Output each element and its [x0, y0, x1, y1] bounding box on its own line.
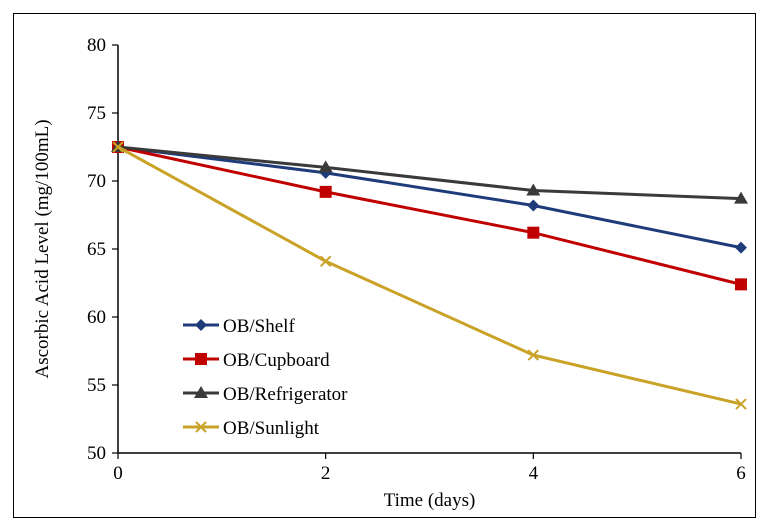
x-tick-label: 0 [113, 463, 123, 484]
legend: OB/Shelf OB/Cupboard OB/Refrigerator OB/Sun… [183, 316, 348, 439]
x-tick-label: 6 [736, 463, 746, 484]
data-point [112, 141, 124, 153]
legend-marker [195, 353, 207, 365]
series-line [117, 145, 742, 201]
data-point [527, 199, 540, 212]
x-tick-label: 2 [321, 463, 331, 484]
legend-label: OB/Sunlight [223, 418, 320, 439]
data-point [319, 255, 332, 267]
data-point [526, 183, 541, 196]
legend-item: OB/Sunlight [183, 418, 320, 439]
legend-marker [195, 319, 207, 331]
y-tick-label: 55 [87, 375, 106, 396]
y-tick-label: 65 [87, 239, 106, 260]
data-point [735, 398, 747, 410]
data-point [735, 278, 747, 291]
data-point [734, 191, 748, 204]
data-point [319, 185, 332, 198]
chart-frame [13, 13, 756, 518]
legend-item: OB/Refrigerator [183, 384, 348, 405]
series-ob-cupboard [112, 141, 747, 291]
series-ob-sunlight [112, 141, 747, 410]
y-tick-label: 60 [87, 307, 106, 328]
y-tick-label: 70 [87, 171, 106, 192]
y-tick-label: 75 [87, 103, 106, 124]
legend-label: OB/Shelf [223, 316, 295, 337]
x-axis-title: Time (days) [384, 490, 476, 511]
data-point [527, 349, 540, 361]
axes: 50 55 60 65 70 75 80 0 2 4 6 [87, 35, 746, 484]
legend-label: OB/Refrigerator [223, 384, 348, 405]
series-layer [111, 140, 748, 410]
legend-item: OB/Cupboard [183, 350, 330, 371]
legend-item: OB/Shelf [183, 316, 295, 337]
y-axis-title: Ascorbic Acid Level (mg/100mL) [32, 119, 53, 378]
series-line [117, 145, 742, 286]
data-point [735, 241, 747, 254]
series-line [117, 145, 742, 406]
y-tick-label: 80 [87, 35, 106, 56]
legend-marker [195, 421, 207, 433]
x-tick-label: 4 [529, 463, 539, 484]
legend-label: OB/Cupboard [223, 350, 330, 371]
y-tick-label: 50 [87, 443, 106, 464]
data-point [527, 226, 540, 239]
legend-marker [194, 386, 208, 398]
data-point [318, 160, 333, 173]
series-line [117, 145, 742, 250]
